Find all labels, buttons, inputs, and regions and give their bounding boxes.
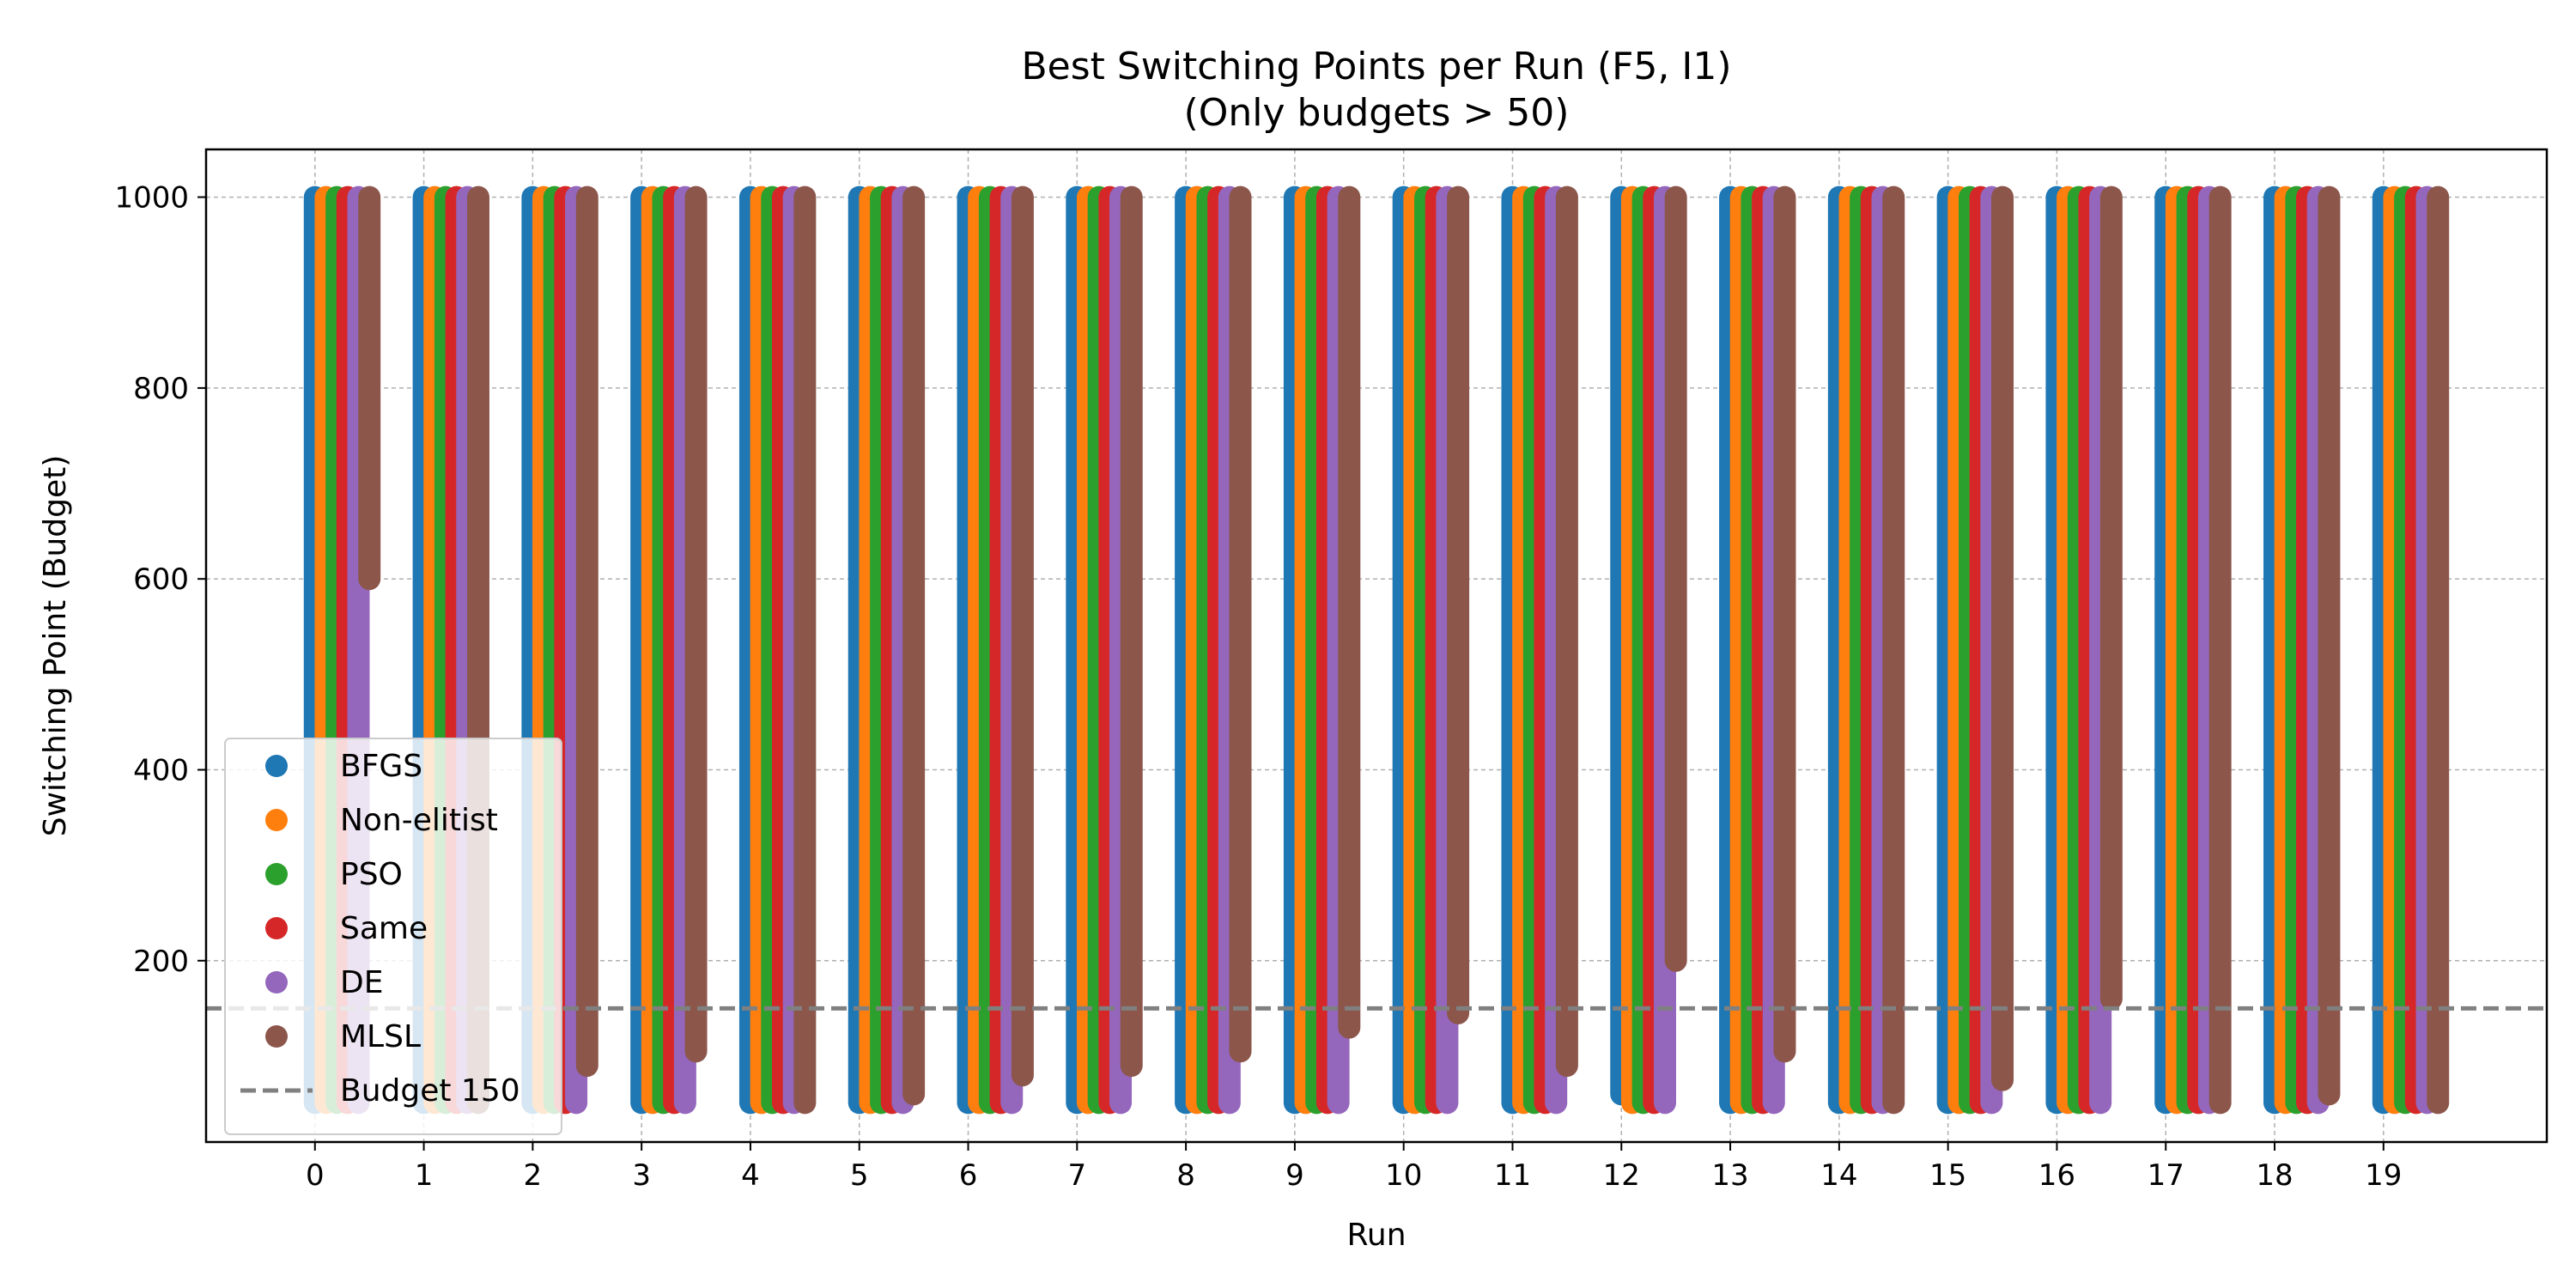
legend-marker xyxy=(265,1025,288,1048)
x-tick-label: 14 xyxy=(1820,1158,1857,1193)
x-axis-label: Run xyxy=(1346,1218,1406,1253)
y-tick-label: 400 xyxy=(133,754,189,788)
legend: BFGS Non-elitist PSO Same DE MLSL Budget 150 xyxy=(224,738,562,1135)
y-tick-label: 600 xyxy=(133,562,189,597)
legend-label: BFGS xyxy=(340,749,422,784)
y-axis: 200 400 600 800 1000 xyxy=(114,181,206,979)
x-tick-label: 0 xyxy=(306,1158,325,1193)
legend-label: Budget 150 xyxy=(340,1073,520,1109)
legend-label: MLSL xyxy=(340,1019,421,1054)
legend-label: PSO xyxy=(340,857,403,892)
x-tick-label: 10 xyxy=(1385,1158,1422,1193)
legend-label: Non-elitist xyxy=(340,803,498,838)
x-tick-label: 9 xyxy=(1285,1158,1304,1193)
legend-marker xyxy=(265,917,288,939)
y-tick-label: 1000 xyxy=(114,181,189,216)
x-tick-label: 15 xyxy=(1929,1158,1966,1193)
x-tick-label: 13 xyxy=(1711,1158,1748,1193)
chart-title: Best Switching Points per Run (F5, I1) xyxy=(1021,45,1731,88)
x-tick-label: 3 xyxy=(632,1158,651,1193)
legend-label: DE xyxy=(340,965,383,1000)
x-tick-label: 7 xyxy=(1068,1158,1087,1193)
legend-label: Same xyxy=(340,911,428,946)
y-axis-label: Switching Point (Budget) xyxy=(38,455,73,837)
x-tick-label: 16 xyxy=(2038,1158,2075,1193)
y-tick-label: 200 xyxy=(133,945,189,979)
x-axis: 0 1 2 3 4 5 6 7 8 9 10 11 12 13 14 15 16 17 18 19 xyxy=(306,1142,2402,1193)
x-tick-label: 4 xyxy=(741,1158,760,1193)
x-tick-label: 18 xyxy=(2256,1158,2293,1193)
x-tick-label: 5 xyxy=(850,1158,869,1193)
legend-marker xyxy=(265,809,288,831)
x-tick-label: 12 xyxy=(1603,1158,1640,1193)
legend-box xyxy=(224,738,562,1135)
legend-marker xyxy=(265,971,288,993)
data-marks xyxy=(303,185,2450,1115)
y-tick-label: 800 xyxy=(133,372,189,406)
x-tick-label: 6 xyxy=(959,1158,978,1193)
x-tick-label: 2 xyxy=(524,1158,543,1193)
legend-marker xyxy=(265,863,288,885)
x-tick-label: 11 xyxy=(1494,1158,1531,1193)
x-tick-label: 17 xyxy=(2148,1158,2184,1193)
x-tick-label: 1 xyxy=(415,1158,434,1193)
legend-marker xyxy=(265,755,288,777)
x-tick-label: 19 xyxy=(2365,1158,2402,1193)
plot-area-frame xyxy=(204,148,2549,1144)
chart-subtitle: (Only budgets > 50) xyxy=(1184,91,1570,135)
x-tick-label: 8 xyxy=(1176,1158,1195,1193)
series-mlsl xyxy=(358,185,2450,1115)
